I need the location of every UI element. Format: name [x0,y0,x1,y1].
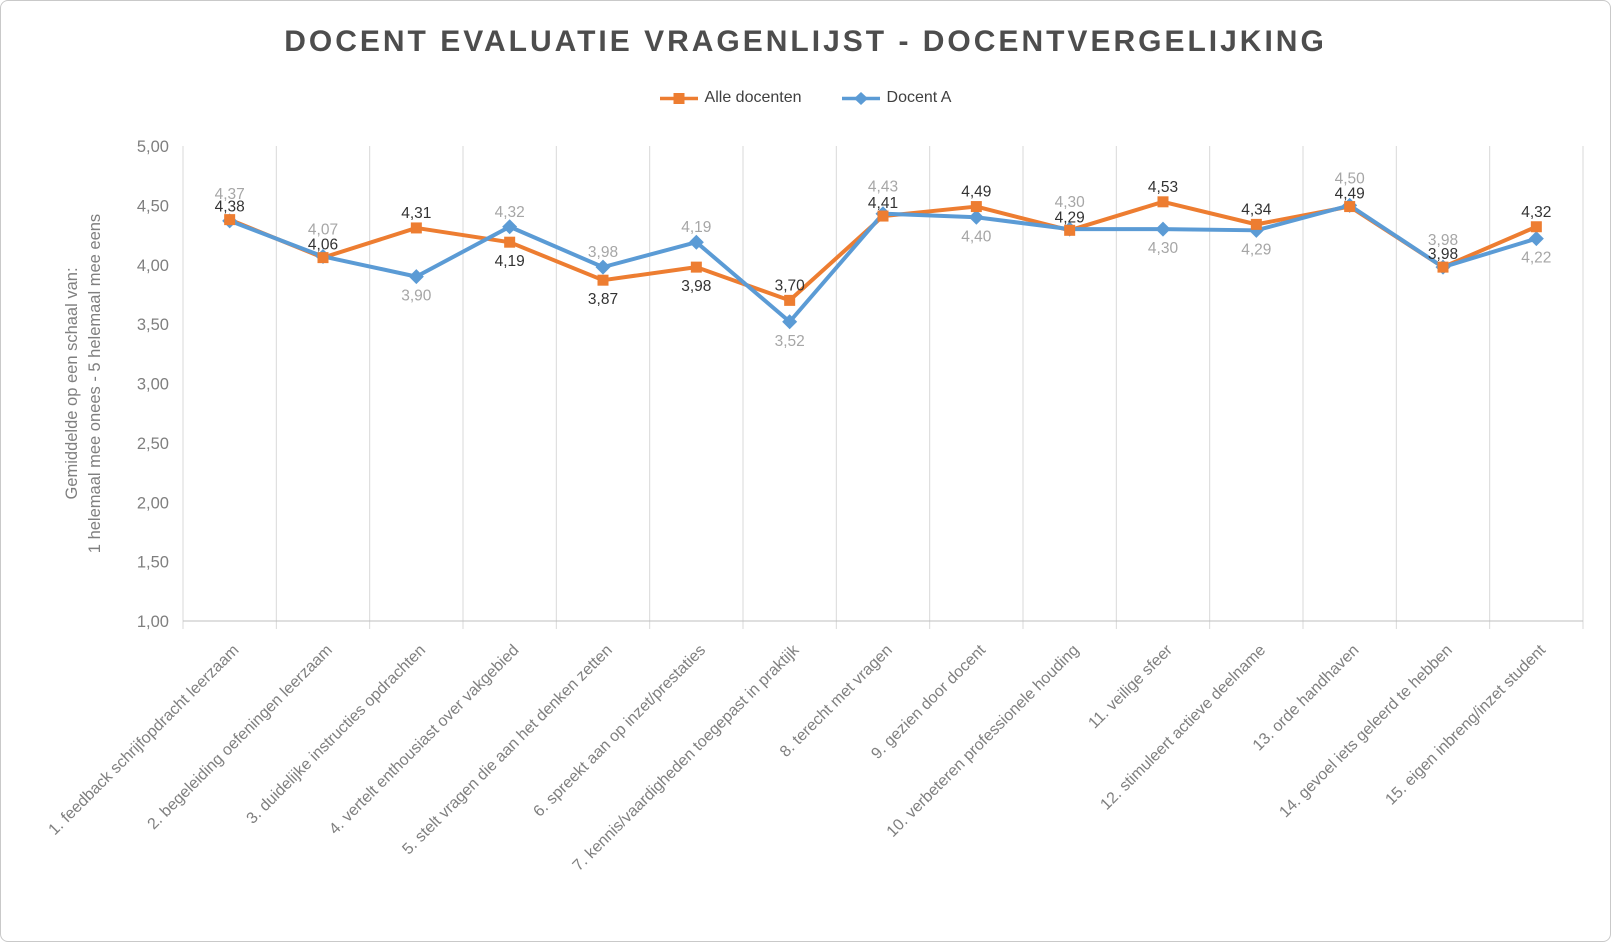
legend-item-alle-docenten: Alle docenten [659,89,802,107]
data-point-square [784,294,796,306]
data-point-square [877,210,889,222]
diamond-marker-icon [841,91,880,105]
data-label: 4,32 [495,204,525,221]
data-label: 4,06 [308,237,338,254]
x-axis-category-label: 2. begeleiding oefeningen leerzaam [145,642,336,833]
y-axis-tick-label: 3,00 [137,376,169,394]
data-label: 4,29 [1241,241,1271,258]
data-label: 4,30 [1055,194,1086,211]
x-axis-category-label: 1. feedback schrijfopdracht leerzaam [46,642,243,839]
data-label: 3,87 [588,291,618,308]
data-point-diamond [1528,231,1544,247]
data-label: 4,34 [1241,201,1272,218]
square-marker-icon [659,92,698,104]
data-label: 3,98 [588,244,618,261]
chart-title: DOCENT EVALUATIE VRAGENLIJST - DOCENTVER… [284,25,1327,58]
y-axis-tick-label: 1,00 [137,613,169,631]
data-label: 4,22 [1521,250,1551,267]
data-label: 3,90 [401,288,432,305]
data-label: 4,38 [215,199,245,216]
data-point-square [1530,221,1542,233]
y-axis-tick-label: 1,50 [137,554,169,572]
gridlines [182,146,1584,629]
data-point-diamond [1155,221,1171,237]
y-axis-tick-label: 4,50 [137,197,169,215]
y-axis-title-line: Gemiddelde op een schaal van: [63,267,81,499]
data-point-diamond [595,259,611,275]
data-label: 4,07 [308,221,338,238]
series-markers-alle-docenten [224,196,1542,306]
y-axis-tick-label: 2,00 [137,494,169,512]
data-label: 4,37 [215,186,245,203]
legend-label-docent-a: Docent A [886,89,952,106]
y-axis-title-line: 1 helemaal mee onees - 5 helemaal mee ee… [86,214,104,553]
y-axis-title: Gemiddelde op een schaal van: 1 helemaal … [63,214,104,553]
y-axis-tick-label: 3,50 [137,316,169,334]
data-label: 4,41 [868,195,898,212]
series-data-labels-alle-docenten: 4,38 4,06 4,31 4,19 3,87 3,98 3,70 4,41 4,49 4,29… [215,179,1552,308]
data-point-diamond [688,234,704,250]
x-axis-category-label: 15. eigen inbreng/inzet student [1382,641,1549,808]
data-label: 4,19 [681,219,711,236]
data-label: 4,19 [495,253,525,270]
data-point-square [317,252,329,264]
data-point-square [597,274,609,286]
data-point-diamond [968,209,984,225]
data-point-diamond [782,314,798,330]
data-label: 4,53 [1148,179,1178,196]
data-label: 3,52 [775,333,805,350]
data-label: 4,49 [961,184,991,201]
x-axis-category-label: 14. gevoel iets geleerd te hebben [1276,642,1455,821]
data-point-diamond [408,269,424,285]
data-point-square [1437,261,1449,273]
data-label: 3,98 [1428,246,1458,263]
data-label: 4,30 [1148,240,1179,257]
data-label: 4,40 [961,228,992,245]
data-label: 4,32 [1521,204,1551,221]
data-label: 3,70 [775,277,806,294]
x-axis-category-label: 4. vertelt enthousiast over vakgebied [326,642,522,838]
x-axis-category-label: 11. veilige sfeer [1085,641,1176,732]
data-label: 4,29 [1055,209,1085,226]
series-data-labels-docent-a: 4,37 4,07 3,90 4,32 3,98 4,19 3,52 4,43 4,40 4,30… [215,170,1552,349]
x-axis-category-label: 5. stelt vragen die aan het denken zette… [399,642,615,858]
data-label: 4,50 [1335,170,1366,187]
data-point-square [970,201,982,213]
data-label: 4,31 [401,205,431,222]
data-point-square [1250,218,1262,230]
y-axis-tick-labels: 5,00 4,50 4,00 3,50 3,00 2,50 2,00 1,50 1,00 [137,138,169,631]
data-label: 3,98 [681,278,711,295]
legend-item-docent-a: Docent A [841,89,952,107]
legend: Alle docenten Docent A [1,89,1610,107]
x-axis-category-label: 6. spreekt aan op inzet/prestaties [530,642,709,821]
data-point-square [410,222,422,234]
data-point-square [690,261,702,273]
legend-label-alle-docenten: Alle docenten [704,89,802,106]
data-label: 4,43 [868,179,898,196]
data-label: 3,98 [1428,232,1458,249]
x-axis-category-label: 10. verbeteren professionele houding [884,642,1083,841]
y-axis-tick-label: 2,50 [137,435,169,453]
y-axis-tick-label: 5,00 [137,138,169,156]
data-point-square [1064,224,1076,236]
data-point-square [224,214,236,226]
x-axis-category-label: 12. stimuleert actieve deelname [1097,642,1269,814]
data-point-diamond [502,219,518,235]
y-axis-tick-label: 4,00 [137,257,169,275]
x-axis-category-label: 3. duidelijke instructies opdrachten [244,642,430,828]
data-point-square [504,236,516,248]
data-point-square [1344,201,1356,213]
x-axis-category-label: 13. orde handhaven [1250,642,1363,755]
data-label: 4,49 [1335,186,1365,203]
data-point-square [1157,196,1169,208]
